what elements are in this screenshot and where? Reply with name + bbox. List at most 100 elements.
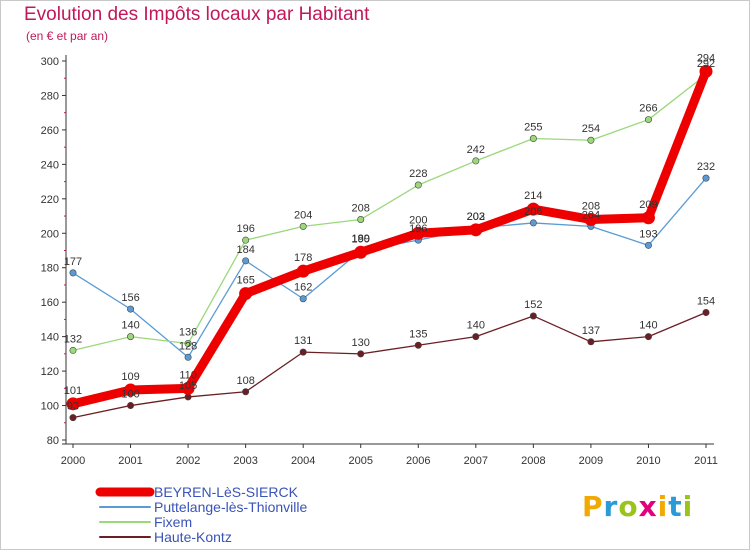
x-tick-label: 2002 [176, 455, 200, 467]
series-beyren-l-s-sierck-point [124, 383, 138, 397]
series-beyren-l-s-sierck-point [66, 397, 80, 411]
series-fixem-point [184, 340, 192, 348]
series-beyren-l-s-sierck-data-label: 294 [697, 52, 715, 64]
series-haute-kontz-point [702, 309, 710, 317]
series-beyren-l-s-sierck-data-label: 165 [236, 275, 254, 287]
series-puttelange-l-s-thionville-point [299, 295, 307, 303]
y-tick-label: 120 [41, 366, 59, 378]
x-tick-label: 2004 [291, 455, 315, 467]
legend-haute-kontz-label: Haute-Kontz [154, 529, 232, 545]
series-beyren-l-s-sierck-point [641, 211, 655, 225]
series-puttelange-l-s-thionville-data-label: 190 [352, 234, 370, 246]
y-tick-label: 240 [41, 159, 59, 171]
series-haute-kontz-data-label: 93 [67, 401, 79, 413]
data-labels: 177 156 128 184 162 190 196 203 206 204 193 232 132 1… [64, 52, 715, 412]
legend-beyren-l-s-sierck-label: BEYREN-LèS-SIERCK [154, 484, 299, 500]
y-tick-label: 220 [41, 194, 59, 206]
series-fixem-data-label: 204 [294, 209, 312, 221]
y-axis-ticks: 80 100 120 140 160 180 200 220 240 260 280 300 [41, 56, 66, 447]
series-haute-kontz-data-label: 130 [352, 337, 370, 349]
series-fixem-data-label: 292 [697, 58, 715, 70]
series-haute-kontz-point [299, 348, 307, 356]
axes [62, 55, 714, 445]
series-beyren-l-s-sierck-data-label: 202 [467, 211, 485, 223]
x-tick-label: 2008 [521, 455, 545, 467]
series-haute-kontz-data-label: 135 [409, 328, 427, 340]
series-fixem-point [69, 346, 77, 354]
series-fixem-point [357, 215, 365, 223]
series-haute-kontz-point [242, 388, 250, 396]
logo-letter: x [638, 490, 658, 523]
series-puttelange-l-s-thionville-data-label: 193 [639, 228, 657, 240]
series-fixem-point [529, 135, 537, 143]
series-puttelange-l-s-thionville-point [127, 305, 135, 313]
series-puttelange-l-s-thionville-data-label: 206 [524, 206, 542, 218]
series-haute-kontz-data-label: 131 [294, 335, 312, 347]
series-fixem-data-label: 140 [121, 320, 139, 332]
series-puttelange-l-s-thionville-point [69, 269, 77, 277]
series-puttelange-l-s-thionville-line [72, 177, 707, 358]
series-puttelange-l-s-thionville-data-label: 156 [121, 292, 139, 304]
series-puttelange-l-s-thionville-data-label: 232 [697, 161, 715, 173]
x-tick-label: 2006 [406, 455, 430, 467]
x-tick-label: 2010 [636, 455, 660, 467]
series-beyren-l-s-sierck-point [181, 381, 195, 395]
series-puttelange-l-s-thionville-data-label: 128 [179, 340, 197, 352]
series-beyren-l-s-sierck-point [469, 223, 483, 237]
series-fixem-point [299, 222, 307, 230]
logo-letter: i [657, 490, 669, 523]
y-tick-label: 200 [41, 228, 59, 240]
y-tick-label: 260 [41, 125, 59, 137]
x-tick-label: 2000 [61, 455, 85, 467]
x-tick-label: 2007 [464, 455, 488, 467]
series-puttelange-l-s-thionville-data-label: 196 [409, 223, 427, 235]
series-haute-kontz-point [69, 414, 77, 422]
series-haute-kontz-data-label: 100 [121, 389, 139, 401]
y-tick-label: 300 [41, 56, 59, 68]
legend-fixem-label: Fixem [154, 514, 192, 530]
series-fixem-data-label: 228 [409, 168, 427, 180]
series-fixem-data-label: 242 [467, 144, 485, 156]
x-tick-label: 2005 [348, 455, 372, 467]
series-fixem-line [72, 74, 707, 352]
series-haute-kontz-data-label: 108 [236, 375, 254, 387]
x-tick-label: 2011 [694, 455, 718, 467]
series-puttelange-l-s-thionville-point [242, 257, 250, 265]
series-beyren-l-s-sierck-point [354, 245, 368, 259]
series-haute-kontz-data-label: 105 [179, 380, 197, 392]
series-fixem-point [587, 136, 595, 144]
series-puttelange-l-s-thionville-data-label: 184 [236, 244, 254, 256]
series-haute-kontz-line [72, 311, 707, 419]
y-tick-label: 280 [41, 90, 59, 102]
series-beyren-l-s-sierck-data-label: 101 [64, 385, 82, 397]
series-haute-kontz-point [357, 350, 365, 358]
series-fixem-data-label: 208 [352, 202, 370, 214]
y-tick-label: 160 [41, 297, 59, 309]
series-fixem-data-label: 255 [524, 122, 542, 134]
series-fixem-data-label: 266 [639, 103, 657, 115]
series-fixem-data-label: 196 [236, 223, 254, 235]
series-beyren-l-s-sierck-point [296, 264, 310, 278]
series-beyren-l-s-sierck-point [584, 212, 598, 226]
series-puttelange-l-s-thionville-data-label: 204 [582, 209, 600, 221]
logo-letter: r [603, 490, 619, 523]
series-beyren-l-s-sierck-data-label: 214 [524, 190, 542, 202]
logo-letter: t [668, 490, 683, 523]
series-haute-kontz-data-label: 137 [582, 325, 600, 337]
logo-letter: i [682, 490, 694, 523]
logo-letter: P [582, 490, 604, 523]
chart-title: Evolution des Impôts locaux par Habitant [24, 4, 370, 25]
series-beyren-l-s-sierck-point [526, 202, 540, 216]
series-beyren-l-s-sierck-data-label: 209 [639, 199, 657, 211]
series-haute-kontz-point [414, 341, 422, 349]
y-tick-label: 80 [47, 435, 59, 447]
series-beyren-l-s-sierck-data-label: 208 [582, 200, 600, 212]
series-beyren-l-s-sierck-line [68, 66, 711, 409]
series-haute-kontz-point [587, 338, 595, 346]
series-haute-kontz-point [472, 333, 480, 341]
y-tick-label: 140 [41, 332, 59, 344]
series-beyren-l-s-sierck-point [239, 287, 253, 301]
x-tick-label: 2003 [233, 455, 257, 467]
